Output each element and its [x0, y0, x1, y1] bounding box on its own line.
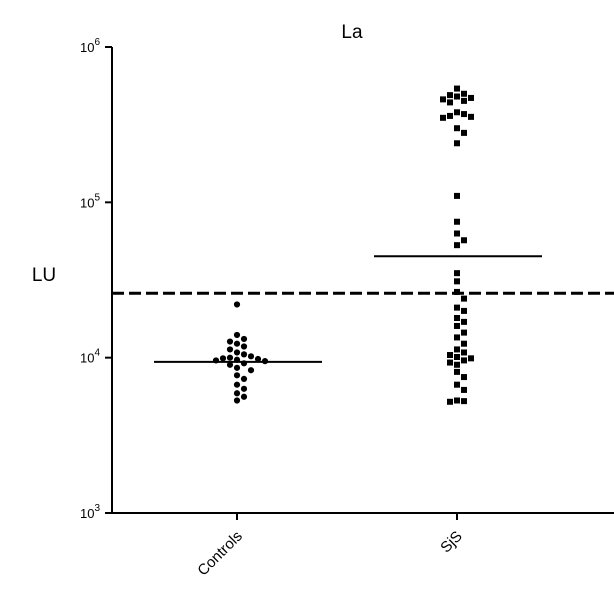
median-lines: [154, 255, 542, 363]
data-points: [212, 85, 474, 405]
sjs-point: [454, 140, 460, 147]
controls-point: [226, 346, 234, 353]
sjs-point: [454, 230, 460, 237]
sjs-point: [454, 353, 460, 360]
controls-point: [219, 355, 227, 362]
sjs-point: [461, 374, 467, 381]
controls-point: [233, 301, 241, 308]
sjs-point: [454, 368, 460, 375]
sjs-point: [461, 340, 467, 347]
sjs-point: [454, 322, 460, 329]
sjs-point: [454, 304, 460, 311]
sjs-point: [447, 359, 453, 366]
controls-point: [233, 364, 241, 371]
sjs-point: [454, 346, 460, 353]
sjs-point: [461, 398, 467, 405]
sjs-point: [461, 307, 467, 314]
sjs-point: [447, 112, 453, 119]
sjs-point: [454, 125, 460, 132]
y-tick-base: 10: [80, 195, 94, 210]
y-tick-label: 106: [80, 37, 100, 55]
sjs-point: [461, 318, 467, 325]
controls-point: [247, 367, 255, 374]
controls-point: [240, 385, 248, 392]
sjs-point: [454, 270, 460, 277]
sjs-point: [447, 92, 453, 99]
sjs-point: [447, 352, 453, 359]
sjs-point: [447, 398, 453, 405]
sjs-point: [454, 192, 460, 199]
chart-title: La: [341, 22, 363, 43]
controls-point: [233, 340, 241, 347]
sjs-point: [461, 97, 467, 104]
sjs-point: [461, 357, 467, 364]
sjs-point: [468, 355, 474, 362]
x-ticks: Controls SjS: [194, 513, 466, 579]
controls-point: [240, 351, 248, 358]
y-tick-base: 10: [80, 351, 94, 366]
y-tick-exponent: 6: [94, 37, 100, 48]
sjs-point: [454, 334, 460, 341]
sjs-point: [454, 218, 460, 225]
x-tick-label-controls: Controls: [194, 528, 246, 580]
controls-point: [226, 354, 234, 361]
controls-point: [233, 397, 241, 404]
y-axis-label: LU: [32, 265, 56, 286]
sjs-point: [461, 111, 467, 118]
sjs-point: [461, 386, 467, 393]
y-tick-label: 104: [80, 348, 100, 366]
controls-point: [233, 390, 241, 397]
controls-point: [240, 343, 248, 350]
controls-point: [233, 349, 241, 356]
y-tick-label: 103: [80, 503, 100, 521]
sjs-point: [468, 94, 474, 101]
y-tick-base: 10: [80, 506, 94, 521]
y-tick-base: 10: [80, 40, 94, 55]
y-tick-exponent: 4: [94, 348, 100, 359]
controls-point: [233, 331, 241, 339]
sjs-point: [454, 93, 460, 100]
sjs-point: [461, 329, 467, 336]
controls-point: [240, 393, 248, 400]
sjs-point: [454, 288, 460, 295]
sjs-point: [454, 361, 460, 368]
y-tick-exponent: 3: [94, 503, 100, 514]
x-tick-label-sjs: SjS: [437, 528, 466, 557]
sjs-point: [454, 242, 460, 249]
controls-point: [247, 353, 255, 360]
sjs-point: [454, 278, 460, 285]
controls-point: [254, 355, 262, 363]
sjs-point: [461, 90, 467, 97]
sjs-point: [461, 129, 467, 136]
sjs-point: [440, 96, 446, 103]
controls-point: [240, 375, 248, 382]
sjs-point: [461, 295, 467, 302]
sjs-point: [454, 85, 460, 92]
sjs-point: [454, 397, 460, 404]
sjs-point: [454, 381, 460, 388]
sjs-point: [461, 349, 467, 356]
sjs-point: [440, 114, 446, 121]
controls-point: [226, 338, 234, 345]
sjs-point: [447, 99, 453, 106]
sjs-point: [454, 109, 460, 116]
y-tick-exponent: 5: [94, 192, 100, 203]
controls-point: [240, 335, 248, 343]
controls-point: [233, 372, 241, 379]
sjs-point: [454, 315, 460, 322]
controls-point: [226, 361, 234, 368]
sjs-point: [468, 113, 474, 120]
controls-point: [233, 381, 241, 388]
y-tick-label: 105: [80, 192, 100, 210]
sjs-point: [461, 237, 467, 244]
